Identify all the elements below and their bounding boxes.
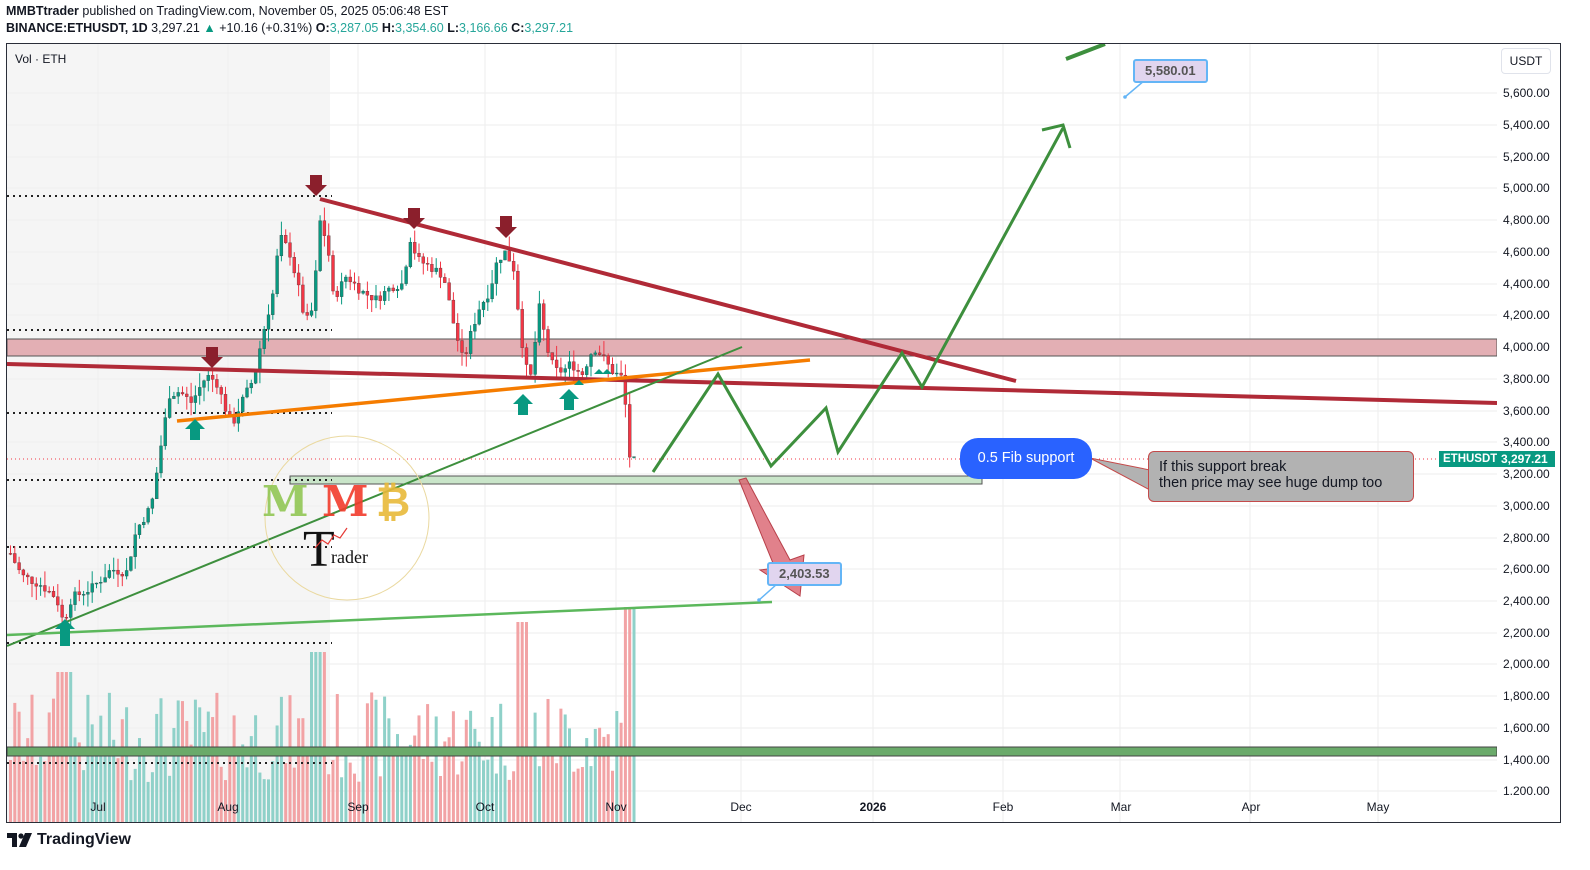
price-tick: 4,800.00	[1503, 213, 1550, 227]
tradingview-icon	[7, 833, 32, 847]
low-label: L:	[447, 21, 460, 35]
resistance-zone	[7, 338, 1497, 357]
currency-button[interactable]: USDT	[1501, 48, 1551, 74]
time-tick: Dec	[730, 800, 752, 814]
time-tick: Feb	[992, 800, 1014, 814]
time-tick: Nov	[605, 800, 627, 814]
grid-vertical	[97, 44, 1379, 822]
price-tick: 2,600.00	[1503, 562, 1550, 576]
time-tick: Sep	[347, 800, 369, 814]
price-tick: 4,200.00	[1503, 308, 1550, 322]
last-price: 3,297.21	[151, 21, 200, 35]
rising-support-line[interactable]	[7, 346, 743, 647]
tradingview-brand: TradingView	[37, 831, 131, 848]
high-value: 3,354.60	[395, 21, 444, 35]
price-tick: 4,400.00	[1503, 277, 1550, 291]
price-tick: 2,800.00	[1503, 531, 1550, 545]
tradingview-logo[interactable]: TradingView	[7, 831, 131, 849]
symbol-info: BINANCE:ETHUSDT, 1D 3,297.21 ▲ +10.16 (+…	[6, 21, 573, 35]
descending-trendline[interactable]	[319, 197, 1017, 383]
volume-legend[interactable]: Vol · ETH	[15, 52, 67, 66]
candlesticks	[8, 207, 636, 629]
time-tick: Jul	[90, 800, 106, 814]
current-price-tag: 3,297.21	[1497, 451, 1555, 467]
time-tick: Apr	[1241, 800, 1261, 814]
price-tick: 2,200.00	[1503, 626, 1550, 640]
svg-text:₿: ₿	[376, 477, 410, 526]
warning-note[interactable]: If this support break then price may see…	[1148, 451, 1414, 502]
peak-markers	[201, 175, 517, 368]
orange-trendline[interactable]	[176, 358, 811, 423]
volume-bars	[9, 607, 636, 822]
watermark-logo: M M ₿ T rader	[262, 435, 430, 601]
svg-text:rader: rader	[331, 547, 368, 567]
open-label: O:	[315, 21, 330, 35]
note-line-2: then price may see huge dump too	[1159, 475, 1383, 491]
price-tick: 3,800.00	[1503, 372, 1550, 386]
svg-text:M: M	[262, 477, 309, 526]
time-tick: Aug	[217, 800, 239, 814]
price-tick: 2,000.00	[1503, 657, 1550, 671]
close-value: 3,297.21	[524, 21, 574, 35]
price-tick: 1.200.00	[1503, 784, 1550, 798]
price-tick: 5,600.00	[1503, 86, 1550, 100]
price-tick: 5,400.00	[1503, 118, 1550, 132]
current-symbol-tag: ETHUSDT	[1439, 451, 1502, 467]
price-tick: 3,600.00	[1503, 404, 1550, 418]
price-tick: 1,400.00	[1503, 753, 1550, 767]
price-tick: 4,000.00	[1503, 340, 1550, 354]
low-value: 3,166.66	[459, 21, 508, 35]
horizontal-resistance-line[interactable]	[7, 362, 1497, 405]
chart-frame	[6, 43, 1561, 823]
fib-support-callout[interactable]: 0.5 Fib support	[960, 438, 1092, 479]
price-change: +10.16 (+0.31%)	[219, 21, 313, 35]
price-tick: 1,600.00	[1503, 721, 1550, 735]
price-tick: 3,400.00	[1503, 435, 1550, 449]
svg-text:M: M	[322, 477, 369, 526]
high-label: H:	[381, 21, 396, 35]
price-tick: 5,000.00	[1503, 181, 1550, 195]
price-tick: 1,800.00	[1503, 689, 1550, 703]
projection-arrowhead	[1041, 123, 1072, 149]
svg-text:T: T	[303, 521, 335, 578]
price-tick: 5,200.00	[1503, 150, 1550, 164]
price-tick: 4,600.00	[1503, 245, 1550, 259]
price-tick: 2,400.00	[1503, 594, 1550, 608]
publish-text: published on TradingView.com, November 0…	[82, 4, 449, 18]
up-arrow-icon: ▲	[203, 21, 216, 35]
long-term-support-line[interactable]	[7, 600, 773, 637]
projection-continuation	[1065, 44, 1106, 61]
close-label: C:	[511, 21, 525, 35]
publisher-name[interactable]: MMBTtrader	[6, 4, 79, 18]
note-line-1: If this support break	[1159, 459, 1287, 475]
time-tick: Mar	[1110, 800, 1132, 814]
projection-path[interactable]	[651, 127, 1065, 473]
volume-support-zone	[7, 746, 1497, 757]
open-value: 3,287.05	[329, 21, 379, 35]
bottom-markers	[55, 369, 612, 646]
target-high-label[interactable]: 5,580.01	[1133, 59, 1208, 83]
time-tick: May	[1366, 800, 1390, 814]
publish-info: MMBTtrader published on TradingView.com,…	[6, 4, 448, 18]
time-tick-year: 2026	[859, 800, 887, 814]
target-low-tail	[758, 583, 778, 601]
target-low-label[interactable]: 2,403.53	[767, 562, 842, 586]
price-tick: 3,200.00	[1503, 467, 1550, 481]
time-tick: Oct	[475, 800, 495, 814]
symbol-name: BINANCE:ETHUSDT, 1D	[6, 21, 148, 35]
price-tick: 3,000.00	[1503, 499, 1550, 513]
